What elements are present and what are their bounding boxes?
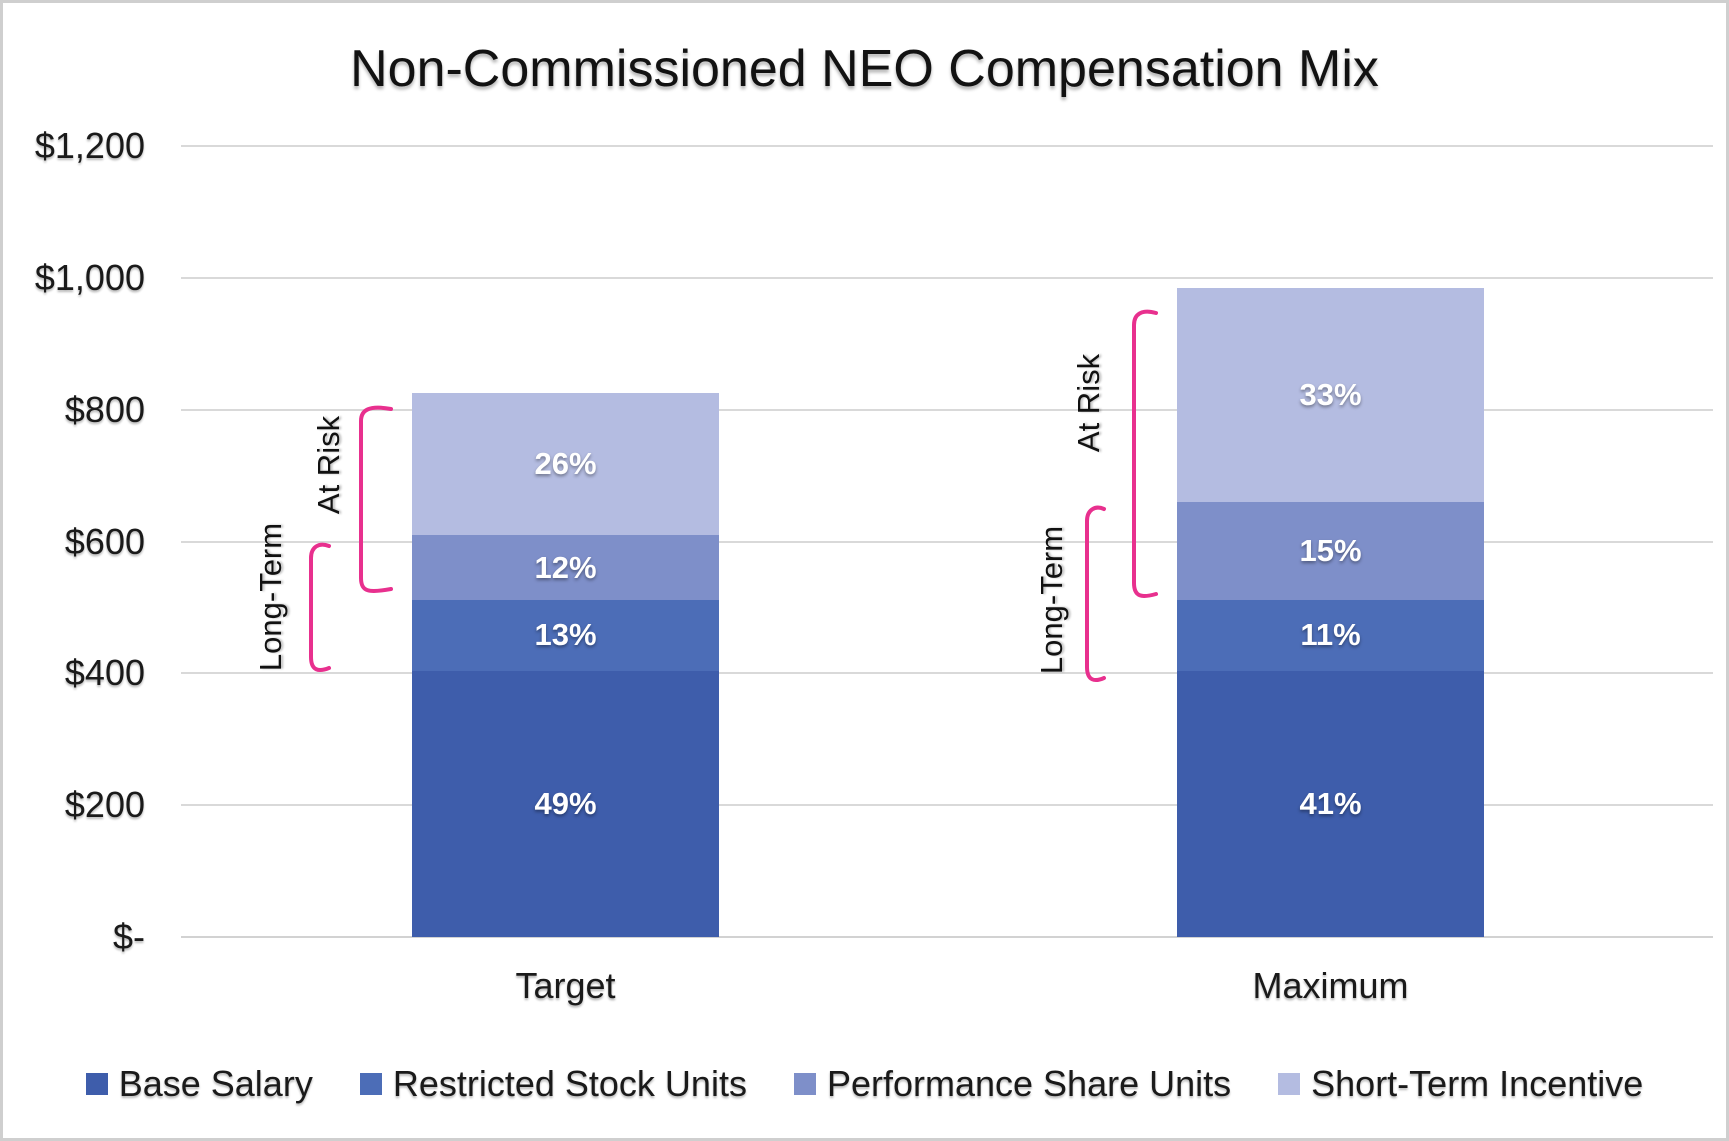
percent-label: 11% (1300, 617, 1361, 653)
bar-target: 49% 13% 12% 26% (412, 393, 719, 937)
bar-segment-short-term-incentive: 26% (412, 393, 719, 535)
percent-label: 13% (534, 617, 597, 653)
legend-label: Performance Share Units (826, 1063, 1232, 1104)
bar-segment-restricted-stock-units: 13% (412, 600, 719, 671)
gridline-1000 (181, 276, 1713, 279)
bar-segment-performance-share-units: 12% (412, 534, 719, 601)
legend: Base Salary Restricted Stock Units Perform… (3, 1059, 1726, 1109)
legend-item-short-term-incentive: Short-Term Incentive (1278, 1063, 1643, 1105)
percent-label: 33% (1299, 376, 1362, 412)
percent-label: 49% (534, 785, 597, 821)
chart-title: Non-Commissioned NEO Compensation Mix (350, 40, 1379, 98)
gridline-200 (181, 804, 1713, 807)
category-label-maximum: Maximum (1252, 965, 1409, 1006)
percent-label: 41% (1299, 785, 1362, 821)
y-tick-label: $800 (64, 388, 145, 430)
legend-item-base-salary: Base Salary (85, 1063, 313, 1105)
percent-label: 12% (534, 549, 597, 585)
percent-label: 15% (1299, 532, 1362, 568)
at-risk-bracket-target (359, 405, 393, 593)
legend-label: Short-Term Incentive (1311, 1063, 1644, 1104)
annotation-brackets (309, 309, 1158, 682)
y-tick-label: $400 (64, 652, 145, 694)
bracket-label-long-term-target: Long-Term (253, 522, 288, 672)
legend-swatch (85, 1073, 108, 1095)
bracket-label-long-term-maximum: Long-Term (1034, 525, 1069, 675)
legend-item-performance-share-units: Performance Share Units (793, 1063, 1232, 1105)
y-tick-label: $1,200 (34, 125, 145, 166)
bar-maximum: 41% 11% 15% 33% (1177, 287, 1484, 937)
bracket-label-at-risk-maximum: At Risk (1071, 353, 1106, 453)
percent-label: 26% (534, 446, 597, 482)
legend-item-restricted-stock-units: Restricted Stock Units (359, 1063, 747, 1105)
bar-segment-base-salary: 41% (1177, 670, 1484, 937)
bar-segment-short-term-incentive: 33% (1177, 287, 1484, 502)
legend-label: Restricted Stock Units (392, 1063, 747, 1104)
gridline-0 (181, 936, 1713, 938)
y-tick-label: $1,000 (34, 256, 145, 298)
legend-swatch (1278, 1073, 1301, 1095)
y-tick-label: $600 (64, 520, 145, 562)
bar-segment-base-salary: 49% (412, 670, 719, 937)
legend-swatch (793, 1073, 816, 1095)
gridline-800 (181, 408, 1713, 411)
legend-label: Base Salary (118, 1063, 313, 1104)
y-tick-label: $- (112, 916, 145, 957)
legend-swatch (359, 1073, 382, 1095)
bracket-label-at-risk-target: At Risk (311, 415, 346, 515)
long-term-bracket-target (309, 542, 331, 672)
y-tick-label: $200 (64, 784, 145, 826)
gridline-600 (181, 540, 1713, 543)
gridline-1200 (181, 145, 1713, 147)
category-label-target: Target (515, 965, 616, 1006)
long-term-bracket-maximum (1085, 505, 1106, 682)
gridline-400 (181, 672, 1713, 675)
bar-segment-restricted-stock-units: 11% (1177, 599, 1484, 671)
bar-segment-performance-share-units: 15% (1177, 501, 1484, 600)
at-risk-bracket-maximum (1132, 309, 1158, 598)
